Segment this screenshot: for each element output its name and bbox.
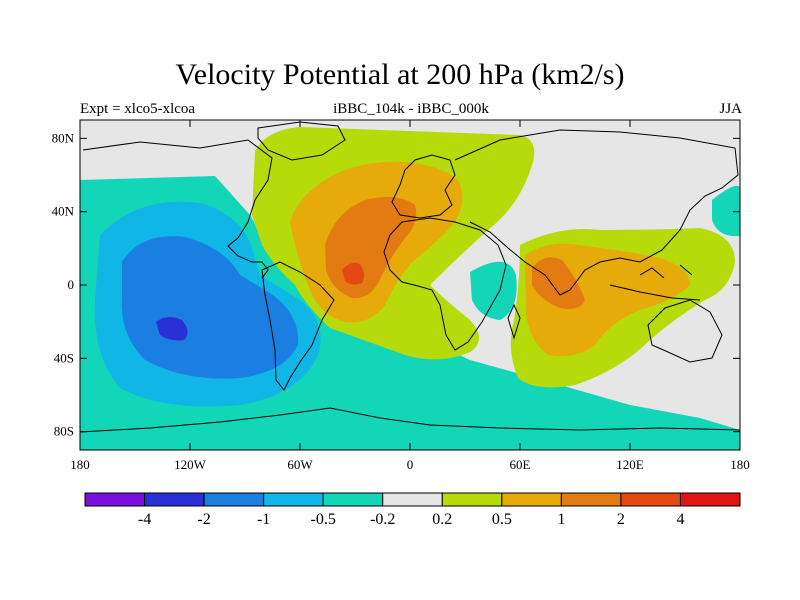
colorbar-label: -2 <box>197 511 210 528</box>
colorbar-label: -4 <box>138 511 151 528</box>
colorbar-swatch <box>560 492 622 507</box>
colorbar-label: -1 <box>257 511 270 528</box>
colorbar-swatch <box>382 492 443 507</box>
colorbar-swatch <box>322 492 384 507</box>
coast-indonesia <box>609 264 701 301</box>
colorbar-label: 2 <box>617 511 625 528</box>
colorbar-label: -0.5 <box>311 511 336 528</box>
coast-madagascar <box>507 303 521 340</box>
x-tick-label: 180 <box>730 457 750 472</box>
colorbar-swatch <box>203 492 265 507</box>
colorbar-swatch <box>144 492 205 507</box>
colorbar-swatch <box>263 492 324 507</box>
y-tick-label: 40S <box>54 350 74 365</box>
x-tick-label: 120E <box>616 457 644 472</box>
colorbar-label: -0.2 <box>370 511 395 528</box>
coastlines <box>80 121 740 433</box>
colorbar-swatch <box>441 492 503 507</box>
x-tick-label: 60W <box>287 457 313 472</box>
x-tick-label: 60E <box>510 457 531 472</box>
positive-region-red <box>342 262 365 285</box>
coast-north-america <box>82 139 273 279</box>
y-tick-label: 40N <box>52 204 75 219</box>
x-tick-label: 180 <box>70 457 90 472</box>
case-label: iBBC_104k - iBBC_000k <box>333 101 489 117</box>
season-label: JJA <box>719 101 742 117</box>
x-tick-label: 0 <box>407 457 414 472</box>
negative-region-deep-blue <box>156 316 188 341</box>
y-tick-label: 80N <box>52 130 75 145</box>
colorbar: -4 -2 -1 -0.5 -0.2 0.2 0.5 1 2 4 <box>84 492 741 528</box>
negative-region-cyan-east <box>712 185 740 237</box>
colorbar-swatch <box>679 492 741 507</box>
colorbar-label: 0.5 <box>492 511 512 528</box>
colorbar-label: 0.2 <box>432 511 452 528</box>
colorbar-label: 1 <box>557 511 565 528</box>
map-title: Velocity Potential at 200 hPa (km2/s) <box>175 58 625 91</box>
colorbar-swatch <box>84 492 146 507</box>
colorbar-label: 4 <box>676 511 684 528</box>
y-tick-label: 80S <box>54 424 74 439</box>
colorbar-swatch <box>620 492 681 507</box>
coast-africa <box>383 217 507 351</box>
coast-south-america <box>261 261 335 391</box>
coast-greenland <box>257 121 346 161</box>
contour-fill-layer <box>80 120 740 450</box>
coast-australia <box>647 299 723 363</box>
positive-region-dark-orange-east <box>532 257 585 309</box>
axes: 80N 40N 0 40S 80S 180 120W 60W 0 60E 120E 180 <box>52 120 750 472</box>
experiment-label: Expt = xlco5-xlcoa <box>80 101 196 117</box>
y-tick-label: 0 <box>68 277 75 292</box>
colorbar-swatch <box>501 492 562 507</box>
x-tick-label: 120W <box>174 457 207 472</box>
coast-antarctica <box>80 407 740 433</box>
coast-asia <box>454 129 739 296</box>
coast-europe <box>391 154 456 219</box>
negative-region-blue <box>121 236 299 379</box>
negative-region-cyan-africa <box>470 261 517 320</box>
